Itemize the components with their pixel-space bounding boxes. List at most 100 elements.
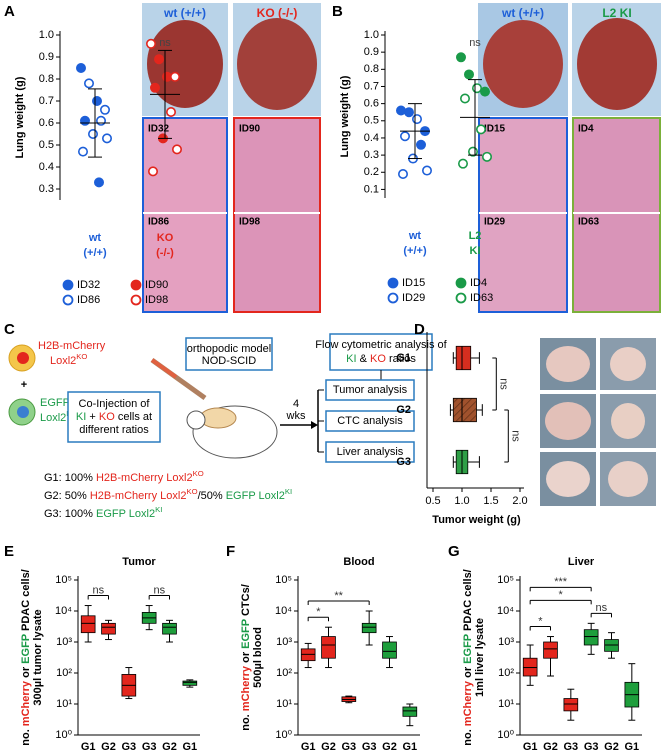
flow-box bbox=[329, 333, 433, 371]
y-tick-label: 10² bbox=[56, 667, 72, 679]
x-tick-label: 0.5 bbox=[425, 495, 440, 507]
y-tick-label: 1.0 bbox=[364, 29, 379, 41]
y-tick-label: 0.3 bbox=[39, 183, 54, 195]
legend-marker bbox=[130, 279, 142, 291]
y-axis-label: no. mCherry or EGFP CTCs/ bbox=[240, 584, 252, 731]
text-run: CTCs/ bbox=[240, 584, 252, 619]
text-run: + bbox=[86, 411, 99, 423]
panel-letter: G bbox=[448, 543, 460, 560]
annotation: ns bbox=[509, 430, 521, 442]
legend-label: ID4 bbox=[470, 277, 487, 289]
text-run: ratios bbox=[386, 353, 416, 365]
y-axis-label: 1ml liver lysate bbox=[474, 618, 486, 697]
photo-lung bbox=[483, 20, 563, 108]
dot bbox=[479, 86, 490, 97]
flow-text: KI & KO ratios bbox=[346, 353, 416, 365]
group-text: G1: 100% H2B-mCherry Loxl2KO bbox=[44, 469, 204, 484]
y-tick-label: 10⁵ bbox=[275, 574, 292, 586]
cell-nucleus bbox=[17, 406, 29, 418]
annotation: ns bbox=[154, 584, 166, 596]
category-label: KI bbox=[470, 245, 481, 257]
legend-label: ID86 bbox=[77, 294, 100, 306]
dot bbox=[397, 168, 408, 179]
category-label: G3 bbox=[142, 741, 157, 753]
dot bbox=[411, 114, 422, 125]
category-label: G2 bbox=[162, 741, 177, 753]
dot bbox=[403, 107, 414, 118]
text-run: different ratios bbox=[79, 424, 149, 436]
histology bbox=[478, 117, 568, 313]
dot bbox=[170, 71, 181, 82]
analysis-box bbox=[325, 441, 415, 463]
annotation: ns bbox=[596, 602, 608, 614]
y-axis-label: no. mCherry or EGFP PDAC cells/ bbox=[20, 569, 32, 746]
y-tick-label: 10² bbox=[498, 667, 514, 679]
category-label: (+/+) bbox=[403, 245, 427, 257]
y-tick-label: 10¹ bbox=[498, 698, 514, 710]
image-label: ID4 bbox=[578, 124, 594, 135]
annotation: *** bbox=[554, 576, 568, 588]
y-tick-label: 0.5 bbox=[364, 115, 379, 127]
y-tick-label: 0.4 bbox=[364, 132, 379, 144]
category-label: G1 bbox=[396, 352, 411, 364]
text-run: mCherry bbox=[240, 665, 252, 711]
legend-marker bbox=[455, 292, 467, 304]
text-run: H2B-mCherry Loxl2 bbox=[96, 472, 193, 484]
text-run: EGFP bbox=[462, 634, 474, 664]
y-axis-label: 300µl tumor lysate bbox=[32, 609, 44, 705]
text-run: H2B-mCherry bbox=[38, 340, 106, 352]
y-axis-label: Lung weight (g) bbox=[339, 75, 351, 157]
category-label: G1 bbox=[523, 741, 538, 753]
analysis-text: Liver analysis bbox=[337, 446, 404, 458]
box bbox=[583, 629, 599, 646]
hatch bbox=[453, 398, 477, 422]
category-label: G2 bbox=[101, 741, 116, 753]
y-tick-label: 10⁰ bbox=[497, 729, 514, 741]
dot bbox=[76, 62, 87, 73]
x-tick-label: 1.0 bbox=[454, 495, 469, 507]
y-tick-label: 10⁵ bbox=[55, 574, 72, 586]
category-label: G2 bbox=[543, 741, 558, 753]
image-label: ID29 bbox=[484, 217, 506, 228]
text-run: cells at bbox=[115, 411, 152, 423]
text-run: KO bbox=[186, 487, 197, 496]
text-run: EGFP Loxl2 bbox=[226, 490, 285, 502]
text-run: PDAC cells/ bbox=[20, 569, 32, 634]
histology bbox=[142, 117, 228, 313]
y-tick-label: 0.6 bbox=[364, 98, 379, 110]
category-label: G3 bbox=[121, 741, 136, 753]
box bbox=[321, 636, 336, 659]
dot bbox=[421, 165, 432, 176]
group-text: G3: 100% EGFP Loxl2KI bbox=[44, 505, 162, 520]
text-run: KI bbox=[346, 353, 356, 365]
dot bbox=[100, 104, 111, 115]
dot bbox=[162, 71, 173, 82]
y-tick-label: 0.5 bbox=[39, 139, 54, 151]
text-run: 500µl blood bbox=[252, 627, 264, 688]
y-tick-label: 0.3 bbox=[364, 149, 379, 161]
text-run: KO bbox=[370, 353, 386, 365]
dot bbox=[78, 146, 89, 157]
dot bbox=[102, 133, 113, 144]
analysis-box bbox=[325, 410, 415, 432]
y-tick-label: 10¹ bbox=[276, 698, 292, 710]
category-label: G1 bbox=[182, 741, 197, 753]
dot bbox=[459, 93, 470, 104]
legend-marker bbox=[455, 277, 467, 289]
photo-lung bbox=[147, 20, 223, 108]
dot bbox=[166, 107, 177, 118]
annotation: * bbox=[538, 615, 543, 627]
chart-title: Liver bbox=[568, 556, 595, 568]
y-tick-label: 10⁵ bbox=[497, 574, 514, 586]
text-run: EGFP bbox=[40, 397, 70, 409]
category-label: G2 bbox=[382, 741, 397, 753]
y-tick-label: 10⁴ bbox=[55, 605, 72, 617]
category-label: G3 bbox=[341, 741, 356, 753]
text-run: EGFP Loxl2 bbox=[96, 508, 155, 520]
legend-label: ID32 bbox=[77, 279, 100, 291]
category-label: G2 bbox=[396, 404, 411, 416]
dot bbox=[395, 105, 406, 116]
image-label: ID15 bbox=[484, 124, 506, 135]
model-box bbox=[185, 337, 273, 371]
model-text: NOD-SCID bbox=[202, 355, 256, 367]
